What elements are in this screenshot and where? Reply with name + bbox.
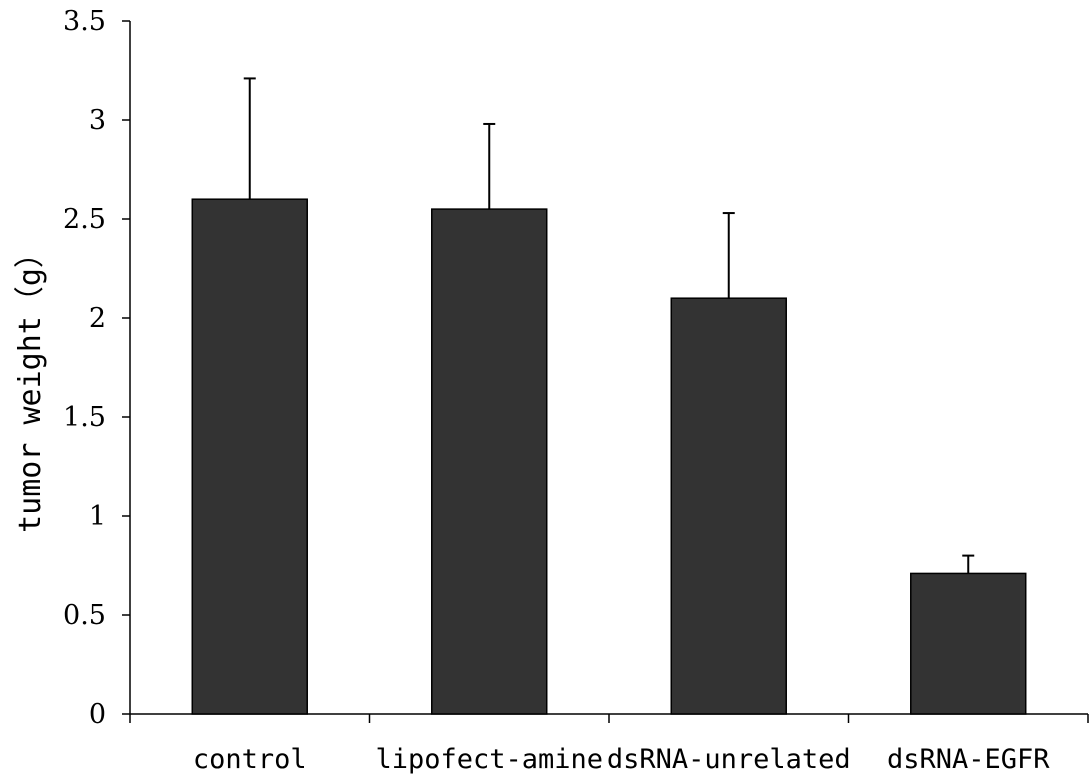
y-tick-label: 2.5	[63, 204, 106, 235]
bars	[191, 77, 1027, 715]
y-tick-label: 3	[89, 105, 106, 136]
y-tick-label: 0.5	[63, 600, 106, 631]
y-axis-title: tumor weight（g）	[13, 238, 48, 533]
y-tick-label: 1.5	[63, 402, 106, 433]
x-category-label: lipofect-amine	[375, 744, 603, 775]
y-tick-label: 0	[89, 699, 106, 730]
x-category-label: dsRNA-unrelated	[607, 744, 851, 775]
x-category-label: dsRNA-EGFR	[887, 744, 1050, 775]
y-tick-label: 1	[89, 501, 106, 532]
x-axis: control lipofect-amine dsRNA-unrelated dsRN…	[129, 713, 1089, 775]
y-tick-label: 3.5	[63, 6, 106, 37]
x-category-label: control	[193, 744, 307, 775]
y-axis: 0 0.5 1 1.5 2 2.5 3 3.5	[63, 6, 131, 730]
bar	[191, 198, 308, 715]
bar	[910, 572, 1027, 715]
y-tick-label: 2	[89, 303, 106, 334]
bar	[431, 208, 548, 715]
bar	[670, 297, 787, 715]
